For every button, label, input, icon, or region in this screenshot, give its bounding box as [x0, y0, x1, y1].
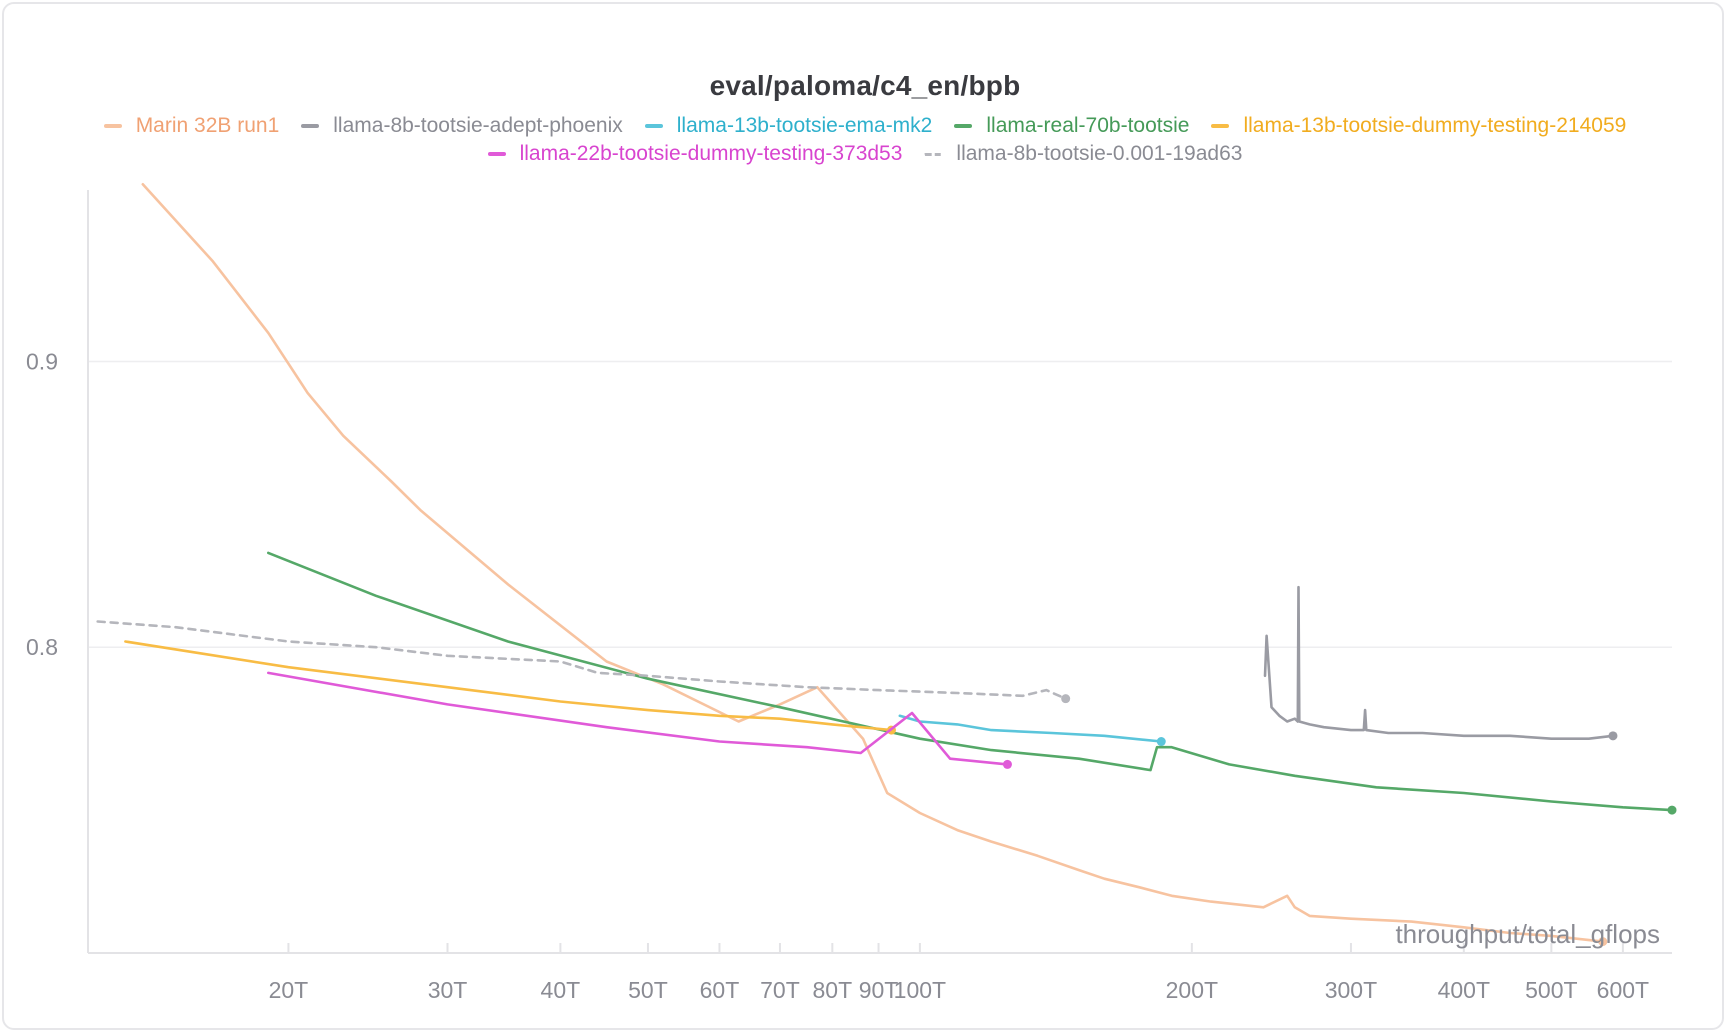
series-end-point-6[interactable]	[1061, 694, 1071, 704]
series-end-point-3[interactable]	[1667, 805, 1677, 815]
x-tick-label: 90T	[859, 977, 899, 1003]
series-lines	[96, 183, 1677, 947]
chart-title: eval/paloma/c4_en/bpb	[709, 70, 1021, 101]
legend-item-llama-22b-dummy-373d53[interactable]: llama-22b-tootsie-dummy-testing-373d53	[487, 142, 903, 166]
x-tick-label: 300T	[1325, 977, 1377, 1003]
series-line-6[interactable]	[96, 620, 1067, 701]
legend-label: Marin 32B run1	[135, 114, 280, 137]
legend-swatch	[924, 152, 943, 156]
legend-swatch	[954, 124, 973, 128]
x-tick-label: 40T	[541, 977, 581, 1003]
series-end-point-2[interactable]	[1156, 737, 1166, 747]
legend-label: llama-13b-tootsie-ema-mk2	[676, 114, 933, 137]
legend-label: llama-real-70b-tootsie	[986, 114, 1190, 137]
legend-swatch	[103, 124, 122, 128]
series-line-4[interactable]	[124, 640, 893, 732]
legend-label: llama-8b-tootsie-adept-phoenix	[333, 114, 623, 137]
legend-swatch	[487, 152, 506, 156]
legend-item-llama-13b-dummy-214059[interactable]: llama-13b-tootsie-dummy-testing-214059	[1211, 114, 1626, 138]
y-tick-label: 0.9	[26, 348, 58, 374]
legend-item-llama-real-70b[interactable]: llama-real-70b-tootsie	[954, 114, 1189, 138]
legend-swatch	[644, 124, 663, 128]
legend-label: llama-22b-tootsie-dummy-testing-373d53	[519, 142, 903, 165]
legend-swatch	[1211, 124, 1230, 128]
x-tick-label: 200T	[1166, 977, 1218, 1003]
legend-row-2: llama-22b-tootsie-dummy-testing-373d53 l…	[0, 142, 1730, 166]
series-line-0[interactable]	[141, 183, 1605, 943]
legend-item-marin-32b-run1[interactable]: Marin 32B run1	[103, 114, 280, 138]
x-tick-label: 30T	[428, 977, 468, 1003]
series-line-3[interactable]	[266, 551, 1674, 812]
x-axis-title: throughput/total_gflops	[1395, 919, 1660, 949]
legend-row-1: Marin 32B run1 llama-8b-tootsie-adept-ph…	[0, 114, 1730, 138]
x-tick-label: 500T	[1525, 977, 1577, 1003]
x-tick-label: 50T	[628, 977, 668, 1003]
legend-label: llama-13b-tootsie-dummy-testing-214059	[1243, 114, 1627, 137]
series-line-2[interactable]	[898, 714, 1163, 743]
grid-lines	[88, 360, 1672, 648]
x-tick-label: 20T	[269, 977, 309, 1003]
series-line-5[interactable]	[266, 671, 1009, 766]
x-tick-label: 100T	[894, 977, 946, 1003]
y-tick-label: 0.8	[26, 634, 58, 660]
x-tick-label: 70T	[760, 977, 800, 1003]
legend-item-llama-13b-ema-mk2[interactable]: llama-13b-tootsie-ema-mk2	[644, 114, 933, 138]
x-tick-label: 60T	[700, 977, 740, 1003]
series-end-point-1[interactable]	[1608, 731, 1618, 741]
x-tick-label: 80T	[813, 977, 853, 1003]
legend-label: llama-8b-tootsie-0.001-19ad63	[956, 142, 1243, 165]
series-end-point-0[interactable]	[1598, 937, 1608, 947]
series-end-point-5[interactable]	[1002, 759, 1012, 769]
series-line-1[interactable]	[1263, 585, 1615, 741]
x-tick-label: 600T	[1597, 977, 1649, 1003]
x-tick-label: 400T	[1438, 977, 1490, 1003]
legend-item-llama-8b-0001-19ad63[interactable]: llama-8b-tootsie-0.001-19ad63	[924, 142, 1242, 166]
legend-swatch	[301, 124, 320, 128]
legend-item-llama-8b-adept-phoenix[interactable]: llama-8b-tootsie-adept-phoenix	[301, 114, 623, 138]
axes	[87, 190, 1672, 954]
